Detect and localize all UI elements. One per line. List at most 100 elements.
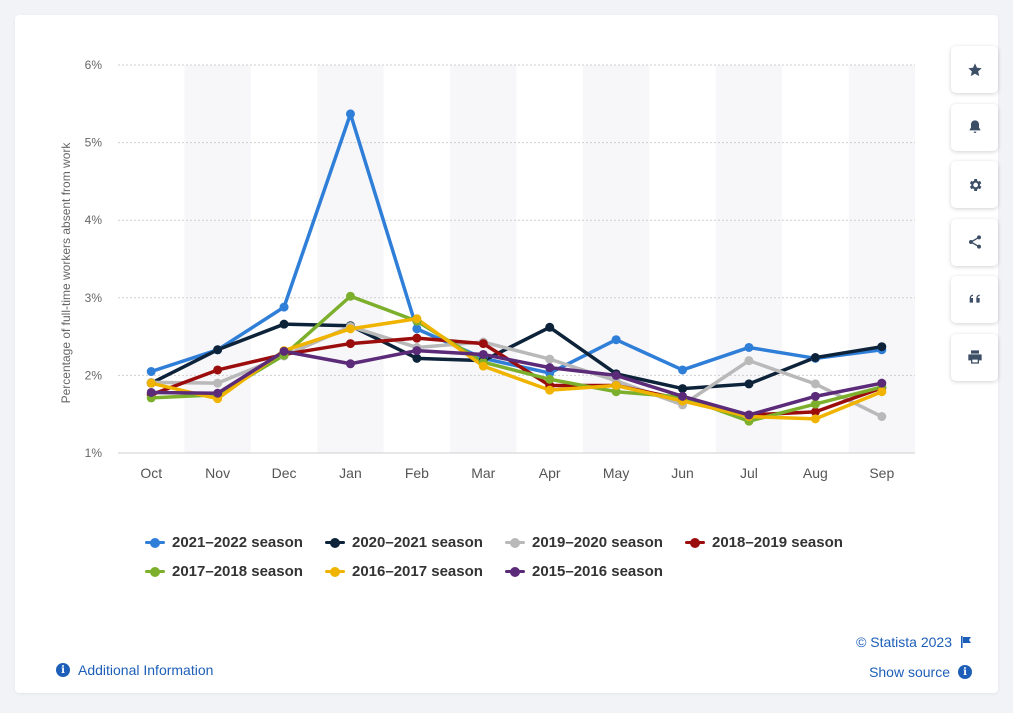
series-line[interactable] bbox=[149, 348, 884, 417]
star-icon bbox=[967, 62, 982, 76]
category-band bbox=[317, 65, 384, 453]
x-tick-label: May bbox=[603, 465, 629, 481]
bell-icon bbox=[969, 120, 980, 133]
data-point[interactable] bbox=[213, 388, 223, 398]
data-point[interactable] bbox=[810, 407, 820, 417]
share-button[interactable] bbox=[951, 218, 998, 266]
chart-card: 1% 2% 3% 4% 5% 6% Oct Nov Dec Jan Feb Mar Apr May Jun… bbox=[15, 15, 998, 693]
data-point[interactable] bbox=[213, 345, 223, 355]
data-point[interactable] bbox=[810, 379, 820, 389]
additional-information-link[interactable]: i Additional Information bbox=[56, 662, 213, 678]
toolbar bbox=[951, 46, 998, 391]
series-lines bbox=[149, 112, 884, 423]
show-source-link[interactable]: Show source i bbox=[869, 664, 972, 680]
data-point[interactable] bbox=[744, 342, 754, 352]
print-icon bbox=[967, 350, 982, 364]
y-tick-label: 4% bbox=[85, 213, 103, 227]
data-point[interactable] bbox=[279, 319, 289, 329]
data-point[interactable] bbox=[545, 363, 555, 373]
data-point[interactable] bbox=[810, 399, 820, 409]
data-point[interactable] bbox=[478, 361, 488, 371]
data-point[interactable] bbox=[345, 291, 355, 301]
show-source-text: Show source bbox=[869, 664, 950, 680]
alternating-bands bbox=[184, 65, 915, 453]
statista-credit[interactable]: © Statista 2023 bbox=[856, 634, 972, 650]
data-point[interactable] bbox=[877, 378, 887, 388]
data-point[interactable] bbox=[478, 339, 488, 349]
data-point[interactable] bbox=[678, 391, 688, 401]
series-line[interactable] bbox=[149, 322, 884, 391]
print-button[interactable] bbox=[951, 333, 998, 381]
data-point[interactable] bbox=[146, 387, 156, 397]
data-point[interactable] bbox=[345, 339, 355, 349]
data-point[interactable] bbox=[146, 367, 156, 377]
data-point[interactable] bbox=[345, 324, 355, 334]
data-point[interactable] bbox=[279, 346, 289, 356]
legend-item[interactable]: 2018–2019 season bbox=[685, 534, 865, 551]
data-point[interactable] bbox=[478, 349, 488, 359]
data-point[interactable] bbox=[412, 333, 422, 343]
y-axis: 1% 2% 3% 4% 5% 6% bbox=[85, 58, 103, 460]
legend-row: 2021–2022 season 2020–2021 season 2019–202… bbox=[145, 528, 905, 557]
data-point[interactable] bbox=[545, 385, 555, 395]
legend-item[interactable]: 2016–2017 season bbox=[325, 563, 505, 580]
gear-icon bbox=[969, 178, 981, 191]
legend-label: 2016–2017 season bbox=[352, 563, 483, 580]
data-point[interactable] bbox=[744, 356, 754, 366]
legend-marker bbox=[685, 537, 705, 548]
data-point[interactable] bbox=[611, 380, 621, 390]
data-point[interactable] bbox=[810, 414, 820, 424]
x-tick-label: Dec bbox=[272, 465, 297, 481]
additional-information-text: Additional Information bbox=[78, 662, 214, 678]
y-tick-label: 5% bbox=[85, 136, 103, 150]
data-point[interactable] bbox=[744, 379, 754, 389]
data-point[interactable] bbox=[279, 302, 289, 312]
data-point[interactable] bbox=[611, 370, 621, 380]
legend-label: 2019–2020 season bbox=[532, 534, 663, 551]
y-axis-title: Percentage of full-time workers absent f… bbox=[59, 142, 73, 404]
data-point[interactable] bbox=[213, 378, 223, 388]
data-point[interactable] bbox=[412, 353, 422, 363]
legend-item[interactable]: 2019–2020 season bbox=[505, 534, 685, 551]
data-point[interactable] bbox=[877, 412, 887, 422]
data-point[interactable] bbox=[213, 365, 223, 375]
data-point[interactable] bbox=[545, 354, 555, 364]
data-point[interactable] bbox=[678, 365, 688, 375]
data-point[interactable] bbox=[412, 346, 422, 356]
data-point[interactable] bbox=[810, 391, 820, 401]
data-point[interactable] bbox=[744, 410, 754, 420]
category-band bbox=[715, 65, 783, 453]
data-point[interactable] bbox=[412, 314, 422, 324]
data-point[interactable] bbox=[146, 378, 156, 388]
data-point[interactable] bbox=[810, 353, 820, 363]
notification-button[interactable] bbox=[951, 103, 998, 151]
data-point[interactable] bbox=[345, 359, 355, 369]
settings-button[interactable] bbox=[951, 161, 998, 208]
data-point[interactable] bbox=[412, 324, 422, 334]
legend-item[interactable]: 2015–2016 season bbox=[505, 563, 685, 580]
legend-item[interactable]: 2017–2018 season bbox=[145, 563, 325, 580]
category-band bbox=[184, 65, 251, 453]
info-icon: i bbox=[56, 663, 70, 677]
y-tick-label: 1% bbox=[85, 446, 103, 460]
legend-marker bbox=[325, 566, 345, 577]
legend-marker bbox=[145, 566, 165, 577]
legend-item[interactable]: 2021–2022 season bbox=[145, 534, 325, 551]
data-point[interactable] bbox=[877, 387, 887, 397]
data-point[interactable] bbox=[345, 109, 355, 119]
x-tick-label: Nov bbox=[205, 465, 230, 481]
data-point[interactable] bbox=[545, 374, 555, 384]
legend-item[interactable]: 2020–2021 season bbox=[325, 534, 505, 551]
data-point[interactable] bbox=[877, 342, 887, 352]
data-point[interactable] bbox=[678, 384, 688, 394]
y-tick-label: 2% bbox=[85, 368, 103, 382]
cite-button[interactable] bbox=[951, 276, 998, 323]
data-point[interactable] bbox=[545, 322, 555, 332]
legend-label: 2021–2022 season bbox=[172, 534, 303, 551]
x-tick-label: Oct bbox=[140, 465, 162, 481]
x-axis: Oct Nov Dec Jan Feb Mar Apr May Jun Jul Aug Sep bbox=[140, 465, 894, 481]
favorite-button[interactable] bbox=[951, 46, 998, 93]
x-tick-label: Apr bbox=[539, 465, 561, 481]
data-point[interactable] bbox=[611, 335, 621, 345]
data-point[interactable] bbox=[611, 387, 621, 397]
